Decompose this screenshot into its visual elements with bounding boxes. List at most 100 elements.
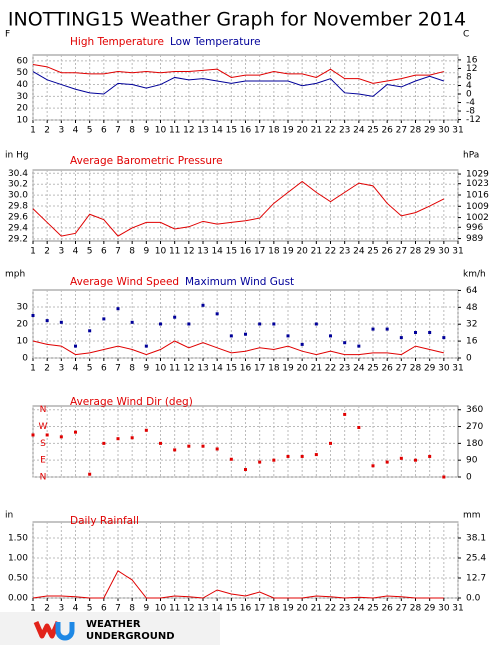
x-tick-label: 25 (367, 604, 378, 614)
x-tick-label: 10 (155, 247, 167, 257)
y2-tick-label: 0 (466, 354, 472, 364)
point (187, 322, 191, 326)
legend-entry: Average Barometric Pressure (70, 155, 223, 167)
point (371, 327, 375, 331)
y2-tick-label: -8 (466, 107, 475, 117)
y-tick-label: E (40, 456, 46, 466)
x-tick-label: 3 (58, 364, 64, 374)
point (300, 342, 304, 346)
x-tick-label: 25 (367, 364, 378, 374)
x-tick-label: 16 (240, 247, 252, 257)
point (442, 475, 446, 479)
y-unit: mph (5, 270, 25, 280)
y2-tick-label: 38.1 (466, 534, 486, 544)
x-tick-label: 11 (169, 247, 180, 257)
x-tick-label: 14 (211, 247, 223, 257)
legend-entry: Daily Rainfall (70, 515, 139, 527)
y2-tick-label: -4 (466, 98, 475, 108)
point (173, 448, 177, 452)
x-tick-label: 19 (282, 247, 294, 257)
legend-entry: Maximum Wind Gust (185, 276, 294, 288)
y-tick-label: 50 (17, 68, 29, 78)
point (244, 468, 247, 472)
plot-area (32, 169, 459, 242)
point (116, 437, 120, 441)
y-tick-label: 0.50 (8, 574, 28, 584)
x-tick-label: 1 (30, 364, 36, 374)
y2-unit: km/h (463, 270, 486, 280)
x-tick-label: 23 (339, 364, 350, 374)
x-tick-label: 19 (282, 604, 294, 614)
y-tick-label: 29.8 (8, 202, 28, 212)
point (144, 344, 148, 348)
x-tick-label: 25 (367, 247, 378, 257)
point (258, 460, 262, 464)
x-tick-label: 27 (396, 247, 407, 257)
y-tick-label: 29.4 (8, 223, 28, 233)
x-tick-label: 22 (325, 126, 336, 136)
point (102, 317, 106, 321)
x-tick-label: 3 (58, 126, 64, 136)
y-tick-label: 1.00 (8, 554, 28, 564)
y-tick-label: 40 (17, 80, 29, 90)
point (173, 315, 177, 319)
x-tick-label: 4 (73, 604, 79, 614)
point (343, 412, 347, 416)
point (272, 458, 276, 462)
y2-tick-label: 996 (466, 223, 483, 233)
point (59, 320, 63, 324)
y2-tick-label: 1029 (466, 170, 489, 180)
x-tick-label: 10 (155, 604, 167, 614)
point (414, 331, 417, 334)
point (385, 460, 389, 464)
point (329, 441, 332, 445)
x-tick-label: 27 (396, 604, 407, 614)
y-tick-label: 30.4 (8, 169, 28, 179)
x-tick-label: 5 (87, 604, 93, 614)
y-tick-label: N (40, 473, 47, 483)
point (201, 444, 205, 448)
x-tick-label: 20 (296, 247, 308, 257)
x-tick-label: 9 (143, 364, 149, 374)
y2-unit: mm (463, 511, 481, 521)
y-tick-label: 29.2 (8, 234, 28, 244)
y-unit: in (5, 511, 13, 521)
x-tick-label: 17 (254, 126, 265, 136)
point (59, 435, 63, 439)
x-tick-label: 17 (254, 364, 265, 374)
x-tick-label: 7 (115, 364, 121, 374)
x-tick-label: 15 (226, 247, 237, 257)
y2-tick-label: 64 (466, 286, 478, 296)
y2-tick-label: 180 (466, 439, 483, 449)
x-tick-label: 11 (169, 604, 180, 614)
x-tick-label: 2 (44, 126, 50, 136)
y2-tick-label: 0 (466, 473, 472, 483)
point (187, 444, 191, 448)
point (88, 472, 92, 476)
x-tick-label: 29 (424, 364, 436, 374)
x-tick-label: 2 (44, 604, 50, 614)
x-tick-label: 9 (143, 247, 149, 257)
y-tick-label: 30 (17, 303, 29, 313)
x-tick-label: 31 (452, 126, 463, 136)
x-tick-label: 20 (296, 604, 308, 614)
x-tick-label: 26 (381, 247, 393, 257)
point (428, 331, 432, 334)
x-tick-label: 21 (311, 604, 322, 614)
x-tick-label: 16 (240, 364, 252, 374)
series-line (32, 570, 444, 599)
x-tick-label: 9 (143, 604, 149, 614)
logo-text: UNDERGROUND (86, 631, 175, 642)
y2-tick-label: 270 (466, 422, 483, 432)
logo-mark (55, 622, 75, 641)
series-line (32, 340, 444, 356)
point (343, 341, 347, 345)
x-tick-label: 18 (268, 126, 280, 136)
point (300, 454, 304, 458)
legend-entry: High Temperature (70, 36, 164, 48)
x-tick-label: 3 (58, 604, 64, 614)
x-tick-label: 23 (339, 126, 350, 136)
x-tick-label: 12 (183, 364, 194, 374)
x-tick-label: 1 (30, 126, 36, 136)
